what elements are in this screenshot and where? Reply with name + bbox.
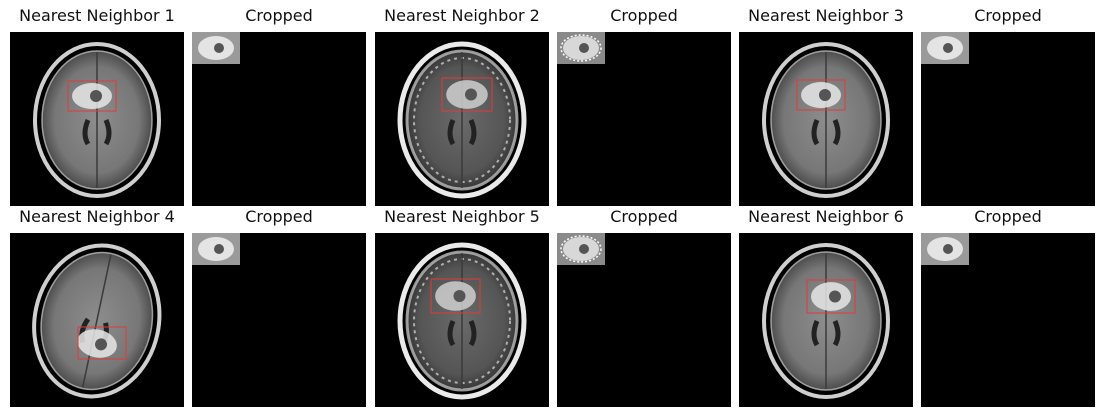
neighbor-panel: Nearest Neighbor 2: [375, 6, 549, 206]
panel-title: Cropped: [974, 6, 1042, 25]
panel-title: Cropped: [245, 6, 313, 25]
neighbor-panel: Nearest Neighbor 4: [10, 207, 184, 407]
mri-image: [375, 233, 549, 407]
cropped-panel: Cropped: [192, 6, 366, 206]
skull-outline: [32, 243, 162, 399]
panel-title: Cropped: [974, 207, 1042, 226]
crop-image: [192, 233, 366, 407]
panel-title: Nearest Neighbor 2: [384, 6, 540, 25]
neighbor-panel: Nearest Neighbor 6: [739, 207, 913, 407]
neighbor-panel: Nearest Neighbor 5: [375, 207, 549, 407]
crop-thumbnail: [557, 32, 605, 64]
panel-title: Cropped: [610, 6, 678, 25]
crop-image: [557, 233, 731, 407]
bounding-box: [430, 278, 481, 314]
cropped-panel: Cropped: [921, 6, 1095, 206]
crop-thumbnail: [921, 32, 969, 64]
ventricles: [447, 320, 477, 347]
cropped-panel: Cropped: [557, 207, 731, 407]
bounding-box: [77, 326, 127, 360]
mri-image: [739, 32, 913, 206]
ventricles: [82, 119, 112, 146]
skull-outline: [397, 242, 527, 400]
crop-thumbnail: [921, 233, 969, 265]
neighbor-panel: Nearest Neighbor 3: [739, 6, 913, 206]
panel-title: Cropped: [245, 207, 313, 226]
mri-image: [10, 233, 184, 407]
crop-image: [557, 32, 731, 206]
cropped-panel: Cropped: [921, 207, 1095, 407]
crop-thumbnail: [192, 32, 240, 64]
neighbor-panel: Nearest Neighbor 1: [10, 6, 184, 206]
cropped-panel: Cropped: [192, 207, 366, 407]
crop-image: [921, 32, 1095, 206]
cropped-panel: Cropped: [557, 6, 731, 206]
crop-image: [921, 233, 1095, 407]
crop-thumbnail: [192, 233, 240, 265]
ventricles: [811, 320, 841, 347]
panel-title: Nearest Neighbor 6: [748, 207, 904, 226]
bounding-box: [441, 77, 493, 112]
panel-title: Nearest Neighbor 5: [384, 207, 540, 226]
crop-thumbnail: [557, 233, 605, 265]
bounding-box: [67, 80, 117, 112]
crop-image: [192, 32, 366, 206]
skull-outline: [33, 42, 161, 198]
skull-outline: [762, 42, 890, 198]
panel-title: Nearest Neighbor 1: [19, 6, 175, 25]
ventricles: [811, 119, 841, 146]
bounding-box: [796, 79, 846, 111]
panel-title: Nearest Neighbor 3: [748, 6, 904, 25]
skull-outline: [762, 243, 890, 399]
mri-image: [375, 32, 549, 206]
bounding-box: [806, 279, 856, 314]
panel-title: Nearest Neighbor 4: [19, 207, 175, 226]
mri-image: [10, 32, 184, 206]
ventricles: [447, 119, 477, 146]
skull-outline: [397, 41, 527, 199]
mri-image: [739, 233, 913, 407]
panel-title: Cropped: [610, 207, 678, 226]
